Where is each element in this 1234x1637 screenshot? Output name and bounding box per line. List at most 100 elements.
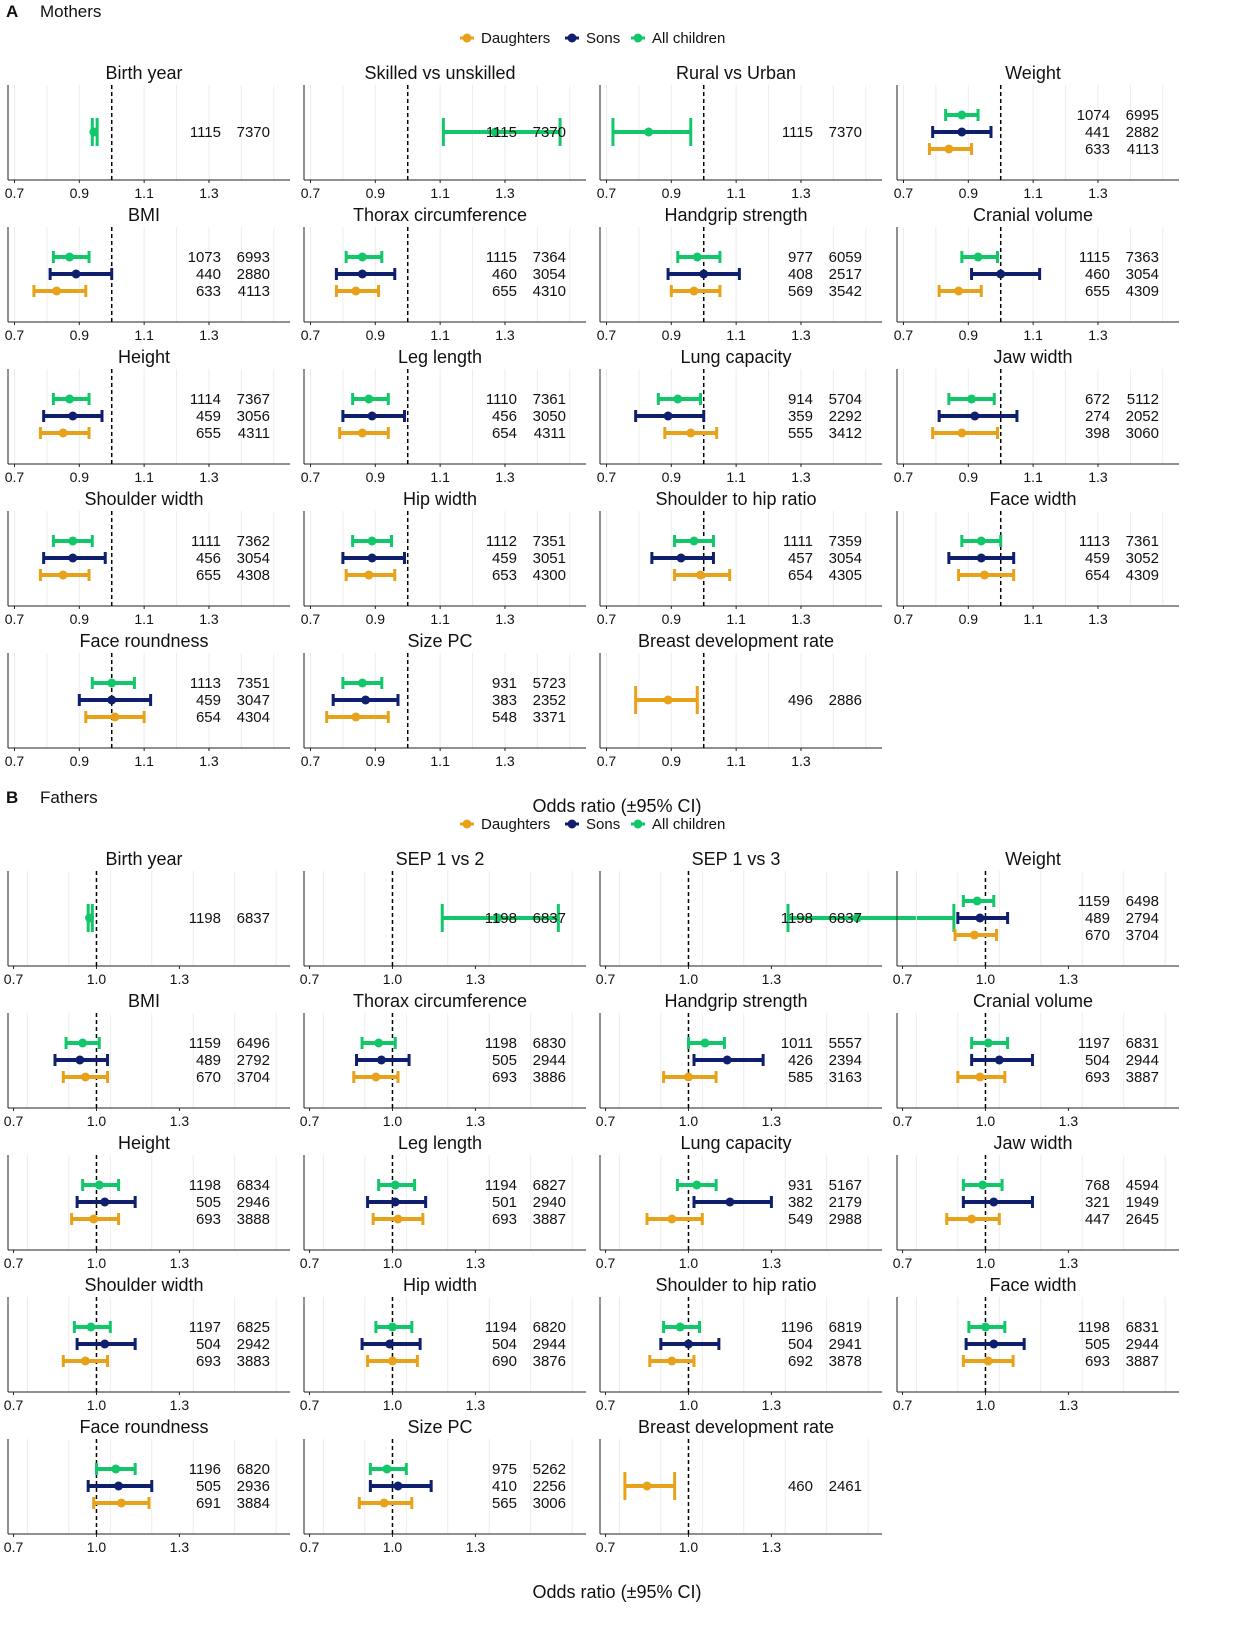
n-cases-label: 548 — [492, 709, 517, 726]
point-estimate — [944, 144, 954, 154]
facet-title: Height — [118, 347, 170, 367]
n-cases-label: 460 — [1085, 266, 1110, 283]
x-tick-label: 0.7 — [301, 753, 321, 769]
facet-title: Size PC — [407, 1417, 472, 1437]
x-tick-label: 1.3 — [170, 971, 190, 987]
point-estimate — [976, 536, 986, 546]
x-tick-label: 0.7 — [597, 753, 617, 769]
x-tick-label: 1.0 — [383, 971, 403, 987]
n-cases-label: 693 — [1085, 1069, 1110, 1086]
legend-swatch-point — [633, 819, 643, 829]
n-cases-label: 505 — [492, 1052, 517, 1069]
n-cases-label: 1194 — [485, 1319, 517, 1336]
point-estimate — [973, 252, 983, 262]
estimate-all-children — [351, 535, 394, 547]
x-tick-label: 0.9 — [366, 185, 386, 201]
n-total-label: 3052 — [1126, 550, 1159, 567]
facet-title: Handgrip strength — [664, 205, 807, 225]
x-tick-label: 0.9 — [70, 469, 90, 485]
x-tick-label: 1.3 — [762, 1255, 782, 1271]
point-estimate — [996, 269, 1006, 279]
x-tick-label: 0.7 — [4, 1113, 24, 1129]
point-estimate — [367, 411, 377, 421]
x-tick-label: 0.7 — [893, 1255, 913, 1271]
estimate-all-children — [440, 904, 560, 932]
n-cases-label: 549 — [788, 1211, 813, 1228]
x-tick-label: 1.1 — [430, 327, 450, 343]
n-total-label: 3060 — [1126, 425, 1159, 442]
facet: Leg length 0.7 0.9 1.1 1.3 1110 7361 456 3050 654… — [301, 347, 586, 485]
estimate-daughters — [957, 569, 1016, 581]
x-tick-label: 1.3 — [170, 1255, 190, 1271]
facet-title: Jaw width — [993, 347, 1072, 367]
x-tick-label: 1.3 — [199, 611, 219, 627]
x-tick-label: 1.1 — [430, 611, 450, 627]
n-total-label: 4594 — [1126, 1177, 1159, 1194]
n-cases-label: 504 — [492, 1336, 517, 1353]
x-tick-label: 0.9 — [662, 469, 682, 485]
estimate-all-children — [351, 393, 390, 405]
n-total-label: 4311 — [238, 425, 270, 442]
estimate-sons — [931, 126, 993, 138]
point-estimate — [667, 1356, 677, 1366]
x-tick-label: 0.7 — [300, 1113, 320, 1129]
estimate-all-children — [64, 1037, 101, 1049]
point-estimate — [393, 1481, 403, 1491]
point-estimate — [667, 1214, 677, 1224]
n-total-label: 7351 — [533, 533, 566, 550]
panel-a: A Mothers Daughters Sons All children Birth y… — [5, 2, 1179, 816]
estimate-all-children — [960, 535, 1003, 547]
x-tick-label: 1.0 — [383, 1397, 403, 1413]
estimate-daughters — [84, 711, 146, 723]
facet: BMI 0.7 1.0 1.3 1159 6496 489 2792 670 3704 — [4, 991, 290, 1129]
point-estimate — [110, 712, 120, 722]
x-tick-label: 1.0 — [976, 1113, 996, 1129]
facet-title: Thorax circumference — [353, 991, 527, 1011]
n-total-label: 5167 — [829, 1177, 862, 1194]
point-estimate — [954, 286, 964, 296]
point-estimate — [980, 1322, 990, 1332]
n-total-label: 7351 — [237, 675, 270, 692]
n-cases-label: 931 — [492, 675, 517, 692]
n-cases-label: 1198 — [781, 910, 813, 927]
point-estimate — [673, 394, 683, 404]
estimate-sons — [75, 1338, 137, 1350]
n-total-label: 4310 — [533, 283, 566, 300]
estimate-all-children — [89, 118, 99, 146]
n-total-label: 3051 — [533, 550, 566, 567]
x-tick-label: 1.0 — [87, 1397, 107, 1413]
legend-label: Daughters — [481, 30, 550, 47]
x-tick-label: 1.3 — [762, 1397, 782, 1413]
x-tick-label: 1.0 — [679, 1113, 699, 1129]
x-tick-label: 1.3 — [466, 1113, 486, 1129]
facet-title: Breast development rate — [638, 631, 834, 651]
estimate-all-children — [947, 393, 996, 405]
facet: Handgrip strength 0.7 0.9 1.1 1.3 977 6059 408 2… — [597, 205, 882, 343]
point-estimate — [989, 1339, 999, 1349]
x-tick-label: 1.3 — [199, 469, 219, 485]
point-estimate — [80, 1356, 90, 1366]
facet: Face width 0.7 1.0 1.3 1198 6831 505 2944 693 388… — [893, 1275, 1179, 1413]
point-estimate — [676, 553, 686, 563]
facet: Hip width 0.7 1.0 1.3 1194 6820 504 2944 690 3876 — [300, 1275, 586, 1413]
estimate-daughters — [662, 1071, 718, 1083]
point-estimate — [68, 411, 78, 421]
n-cases-label: 1198 — [189, 1177, 221, 1194]
x-tick-label: 1.0 — [679, 971, 699, 987]
x-tick-label: 0.9 — [662, 327, 682, 343]
estimate-daughters — [937, 285, 983, 297]
n-cases-label: 359 — [788, 408, 813, 425]
x-tick-label: 1.1 — [430, 469, 450, 485]
n-total-label: 6820 — [533, 1319, 566, 1336]
estimate-daughters — [325, 711, 390, 723]
x-tick-label: 1.1 — [726, 611, 746, 627]
n-total-label: 2792 — [237, 1052, 270, 1069]
n-cases-label: 654 — [788, 567, 813, 584]
x-tick-label: 0.9 — [366, 327, 386, 343]
estimate-sons — [360, 1338, 422, 1350]
estimate-daughters — [32, 285, 88, 297]
legend-label: Daughters — [481, 816, 550, 833]
n-total-label: 2940 — [533, 1194, 566, 1211]
facet-title: Size PC — [407, 631, 472, 651]
n-total-label: 7364 — [533, 249, 566, 266]
